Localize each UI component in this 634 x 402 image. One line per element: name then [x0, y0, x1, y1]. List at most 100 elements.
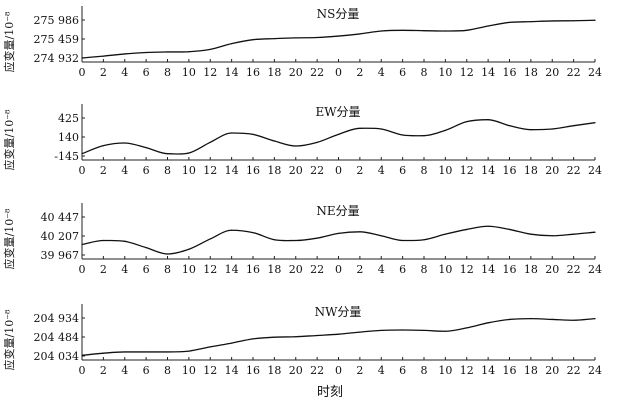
data-point	[423, 329, 425, 332]
data-point	[444, 30, 446, 32]
data-point	[102, 239, 104, 242]
x-tick-label: 10	[182, 263, 196, 276]
x-tick-label: 10	[438, 164, 452, 177]
data-point	[380, 30, 382, 32]
data-point	[573, 319, 575, 321]
x-tick-label: 22	[567, 164, 581, 177]
x-tick-label: 6	[399, 66, 406, 79]
data-point	[337, 232, 340, 234]
x-tick-label: 18	[267, 364, 281, 377]
x-tick-label: 14	[225, 164, 239, 177]
data-point	[252, 39, 254, 41]
x-tick-label: 22	[310, 364, 324, 377]
data-point	[81, 57, 83, 59]
panel-title: NE分量	[316, 204, 359, 218]
data-point	[145, 351, 147, 353]
data-point	[102, 55, 104, 57]
x-tick-label: 8	[421, 263, 428, 276]
x-tick-label: 4	[121, 66, 128, 79]
x-tick-label: 2	[100, 164, 107, 177]
data-point	[124, 240, 126, 242]
data-point	[594, 317, 596, 320]
x-tick-label: 12	[203, 263, 217, 276]
x-tick-label: 12	[203, 164, 217, 177]
data-point	[273, 336, 275, 338]
data-point	[273, 38, 275, 40]
data-point	[231, 342, 233, 344]
x-tick-label: 0	[335, 66, 342, 79]
data-point	[487, 322, 489, 324]
y-tick-label: 40 207	[41, 230, 80, 243]
x-tick-label: 12	[460, 364, 474, 377]
data-point	[573, 233, 575, 235]
x-tick-label: 2	[356, 263, 363, 276]
data-point	[573, 20, 575, 22]
x-tick-label: 22	[567, 66, 581, 79]
data-point	[81, 354, 83, 356]
series-line	[81, 225, 596, 255]
data-point	[359, 33, 361, 35]
x-tick-label: 6	[399, 164, 406, 177]
x-tick-label: 0	[79, 263, 86, 276]
x-tick-label: 16	[503, 66, 517, 79]
data-point	[252, 231, 254, 234]
x-tick-label: 20	[545, 66, 559, 79]
data-point	[444, 129, 446, 131]
data-point	[166, 253, 169, 255]
data-point	[380, 128, 382, 130]
x-tick-label: 8	[164, 164, 171, 177]
data-point	[316, 141, 318, 143]
data-point	[508, 125, 511, 127]
x-tick-label: 4	[378, 364, 385, 377]
x-tick-label: 10	[182, 66, 196, 79]
x-tick-label: 8	[164, 364, 171, 377]
data-point	[316, 237, 318, 239]
data-point	[295, 336, 297, 338]
data-point	[551, 20, 553, 22]
data-point	[188, 350, 190, 352]
data-point	[295, 37, 297, 39]
data-point	[145, 51, 147, 54]
panel-0: 0 2 4 6 8 10 12 14 16 18 20 22 0 2 4 6 8 10 12 14 16 18 20 22 24…	[2, 6, 602, 79]
x-tick-label: 14	[481, 364, 495, 377]
data-point	[444, 330, 446, 332]
x-tick-label: 10	[438, 364, 452, 377]
data-point	[423, 30, 425, 32]
x-tick-label: 6	[143, 263, 150, 276]
x-tick-label: 6	[399, 364, 406, 377]
y-tick-label: 204 484	[34, 331, 80, 344]
x-tick-label: 18	[524, 364, 538, 377]
y-tick-label: 39 967	[41, 249, 80, 262]
data-point	[508, 21, 511, 23]
x-axis-label: 时刻	[317, 385, 343, 400]
data-point	[252, 338, 254, 340]
y-axis-label: 应变量/10⁻⁸	[2, 309, 16, 371]
data-point	[81, 243, 83, 246]
x-tick-label: 20	[545, 164, 559, 177]
y-axis-label: 应变量/10⁻⁸	[2, 109, 16, 171]
x-tick-label: 10	[438, 66, 452, 79]
data-point	[231, 43, 233, 45]
data-point	[209, 48, 211, 51]
x-tick-label: 14	[481, 263, 495, 276]
data-point	[466, 121, 468, 123]
series-line	[81, 19, 596, 59]
x-tick-label: 16	[503, 164, 517, 177]
data-point	[337, 35, 340, 37]
data-point	[295, 239, 297, 242]
data-point	[551, 235, 553, 237]
x-tick-label: 20	[545, 364, 559, 377]
y-tick-label: 140	[58, 131, 79, 144]
data-point	[530, 317, 532, 320]
panel-3: 0 2 4 6 8 10 12 14 16 18 20 22 0 2 4 6 8 10 12 14 16 18 20 22 24…	[2, 304, 602, 400]
x-tick-label: 18	[524, 66, 538, 79]
x-tick-label: 18	[524, 263, 538, 276]
data-point	[594, 122, 596, 124]
x-tick-label: 16	[503, 263, 517, 276]
x-tick-label: 22	[310, 66, 324, 79]
data-point	[423, 239, 425, 241]
x-tick-label: 12	[460, 66, 474, 79]
data-point	[209, 346, 211, 348]
x-tick-label: 16	[246, 364, 260, 377]
x-tick-label: 12	[203, 66, 217, 79]
